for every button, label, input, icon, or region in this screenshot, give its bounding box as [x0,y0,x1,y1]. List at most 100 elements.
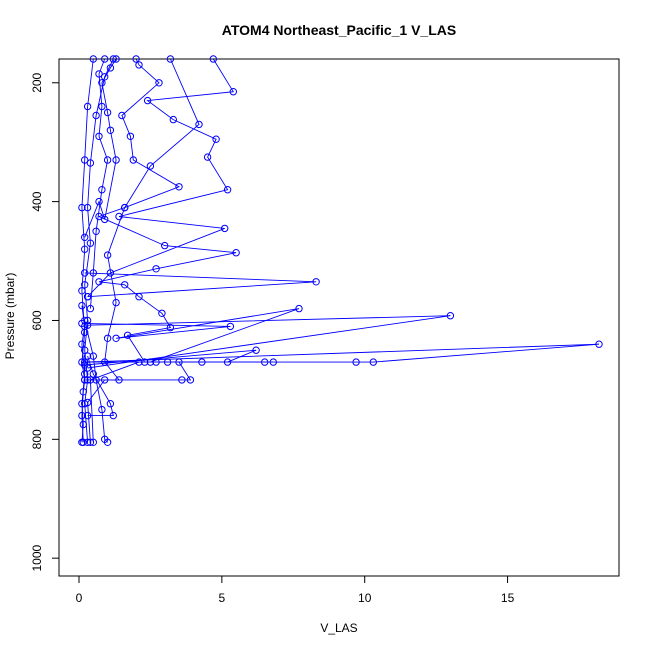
data-point [212,135,220,143]
series-8 [81,269,320,301]
x-tick-label: 15 [501,591,515,605]
data-point [595,340,603,348]
series-6 [81,340,603,366]
data-point [223,358,232,366]
data-point [109,411,118,420]
data-point [352,358,360,366]
data-point [269,358,277,366]
series-line [81,308,300,381]
data-point [101,55,109,63]
data-point [101,73,109,81]
data-point [81,281,89,289]
data-point [226,322,235,331]
data-point [103,251,112,259]
data-point [83,102,92,111]
series-line [84,343,600,363]
data-point [232,249,240,257]
data-point [118,111,126,120]
data-point [83,438,92,446]
series-layer [78,55,603,446]
data-point [78,438,86,446]
data-point [89,438,98,446]
data-point [86,438,95,446]
data-point [83,398,92,407]
data-point [95,197,103,206]
series-line [81,305,86,443]
x-axis-label: V_LAS [320,621,357,635]
data-point [95,70,103,78]
series-line [87,355,114,417]
data-point [98,79,106,87]
data-point [81,370,89,378]
chart-title: ATOM4 Northeast_Pacific_1 V_LAS [222,22,456,38]
data-point [81,156,89,164]
data-point [89,352,98,360]
series-line [84,349,274,366]
data-point [203,153,212,161]
data-point [89,370,98,378]
data-point [186,376,195,384]
data-point [103,108,112,117]
data-point [446,312,455,320]
series-line [84,58,114,443]
data-point [178,376,186,384]
y-axis-label: Pressure (mbar) [3,273,17,360]
axes: 0 5 10 15 200 400 600 800 1000 [30,58,620,605]
series-line [87,58,200,443]
data-point [83,203,92,212]
data-point [103,438,112,446]
data-point [112,334,120,342]
y-tick-label: 600 [30,310,44,330]
data-point [161,241,169,250]
series-10 [83,55,238,301]
data-point [195,120,203,129]
data-point [83,293,92,301]
data-point [295,304,303,313]
data-point [106,400,115,408]
series-line [89,58,237,443]
data-point [112,55,120,63]
data-point [78,400,86,408]
data-point [121,203,129,212]
data-point [369,358,377,366]
data-point [89,55,98,63]
data-point [126,132,135,141]
data-point [221,224,229,233]
data-point [166,55,175,63]
data-point [143,96,152,105]
y-tick-label: 400 [30,191,44,211]
data-point [209,55,218,63]
data-point [79,420,88,429]
data-point [175,183,183,191]
data-point [229,88,238,96]
data-point [81,269,89,277]
data-point [92,111,100,120]
series-line [84,58,117,238]
y-tick-label: 1000 [30,545,44,572]
series-line [84,272,317,298]
series-line [87,58,235,298]
data-point [261,358,269,366]
data-point [135,61,143,69]
series-14 [78,301,89,446]
y-tick-label: 200 [30,72,44,92]
series-11 [81,316,112,446]
data-point [106,269,115,277]
data-point [86,239,95,247]
data-point [81,245,89,253]
data-point [78,301,86,310]
data-point [123,331,132,339]
series-12 [83,352,118,420]
data-point [81,346,89,354]
data-point [132,55,140,63]
data-point [81,322,89,331]
data-point [103,334,112,342]
data-point [152,265,160,273]
data-point [78,340,86,348]
data-point [92,227,100,236]
data-point [83,352,92,360]
data-point [101,215,109,224]
data-point [98,102,106,111]
series-line [89,58,109,309]
